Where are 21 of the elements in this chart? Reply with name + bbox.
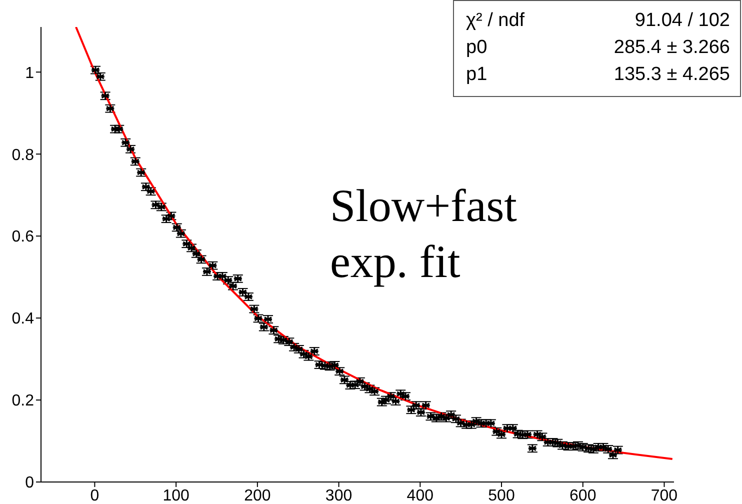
x-tick-label: 500 — [488, 487, 515, 504]
x-tick-label: 100 — [162, 487, 190, 504]
y-tick-label: 0.4 — [12, 310, 34, 328]
annotation: Slow+fast exp. fit — [330, 179, 518, 289]
x-tick-label: 200 — [244, 487, 271, 504]
y-tick-label: 0 — [25, 474, 34, 492]
y-tick-label: 0.8 — [12, 146, 34, 164]
x-tick-label: 400 — [406, 487, 434, 504]
annotation: p0 — [466, 36, 488, 60]
y-tick-label: 0.6 — [12, 228, 34, 246]
annotation: p1 — [466, 63, 488, 87]
x-tick-label: 0 — [90, 487, 100, 504]
x-tick-label: 600 — [570, 487, 596, 504]
annotation: 285.4 ± 3.266 — [614, 36, 730, 60]
y-tick-label: 0.2 — [12, 392, 34, 410]
annotation: 135.3 ± 4.265 — [614, 63, 730, 87]
annotation: 91.04 / 102 — [634, 9, 730, 33]
y-tick-label: 1 — [25, 64, 34, 82]
annotation: χ² / ndf — [466, 9, 525, 33]
x-tick-label: 300 — [325, 487, 352, 504]
x-tick-label: 700 — [650, 487, 678, 504]
